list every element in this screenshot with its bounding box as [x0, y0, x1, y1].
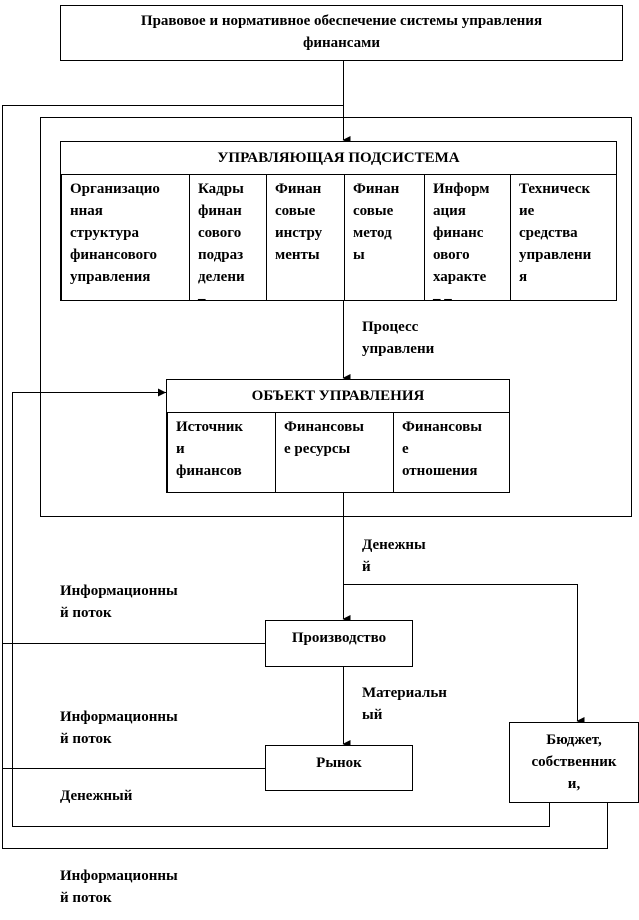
- market-box: Рынок: [265, 745, 413, 791]
- subsystem-column: Информ ация финанс ового характе – –: [424, 174, 510, 300]
- info-flow-label: Информационны й поток: [60, 709, 178, 747]
- management-object-box: ОБЪЕКТ УПРАВЛЕНИЯ Источник и финансов Фи…: [166, 379, 510, 493]
- subsystem-column: Финан совые метод ы: [344, 174, 424, 300]
- material-flow-label: Материальн ый: [362, 685, 447, 723]
- info-flow-label: Информационны й поток: [60, 868, 178, 906]
- subsystem-column: Техническ ие средства управлени я: [510, 174, 616, 300]
- money-flow-label: Денежный: [60, 788, 133, 804]
- subsystem-column: Финан совые инстру менты: [266, 174, 344, 300]
- subsystem-column: Организацио нная структура финансового у…: [61, 174, 189, 300]
- object-column: Источник и финансов: [167, 412, 275, 492]
- production-box: Производство: [265, 620, 413, 667]
- subsystem-column: Кадры финан сового подраз делени –: [189, 174, 266, 300]
- process-label: Процесс управлени: [362, 319, 435, 357]
- management-system-frame: [40, 117, 632, 517]
- object-column: Финансовы е ресурсы: [275, 412, 393, 492]
- info-flow-label: Информационны й поток: [60, 583, 178, 621]
- money-flow-label: Денежны й: [362, 537, 426, 575]
- legal-framework-box: Правовое и нормативное обеспечение систе…: [60, 5, 623, 61]
- object-title: ОБЪЕКТ УПРАВЛЕНИЯ: [167, 380, 509, 413]
- managing-subsystem-box: УПРАВЛЯЮЩАЯ ПОДСИСТЕМА Организацио нная …: [60, 141, 617, 301]
- object-column: Финансовы е отношения: [393, 412, 509, 492]
- budget-owners-box: Бюджет, собственник и,: [509, 722, 639, 803]
- subsystem-title: УПРАВЛЯЮЩАЯ ПОДСИСТЕМА: [61, 142, 616, 175]
